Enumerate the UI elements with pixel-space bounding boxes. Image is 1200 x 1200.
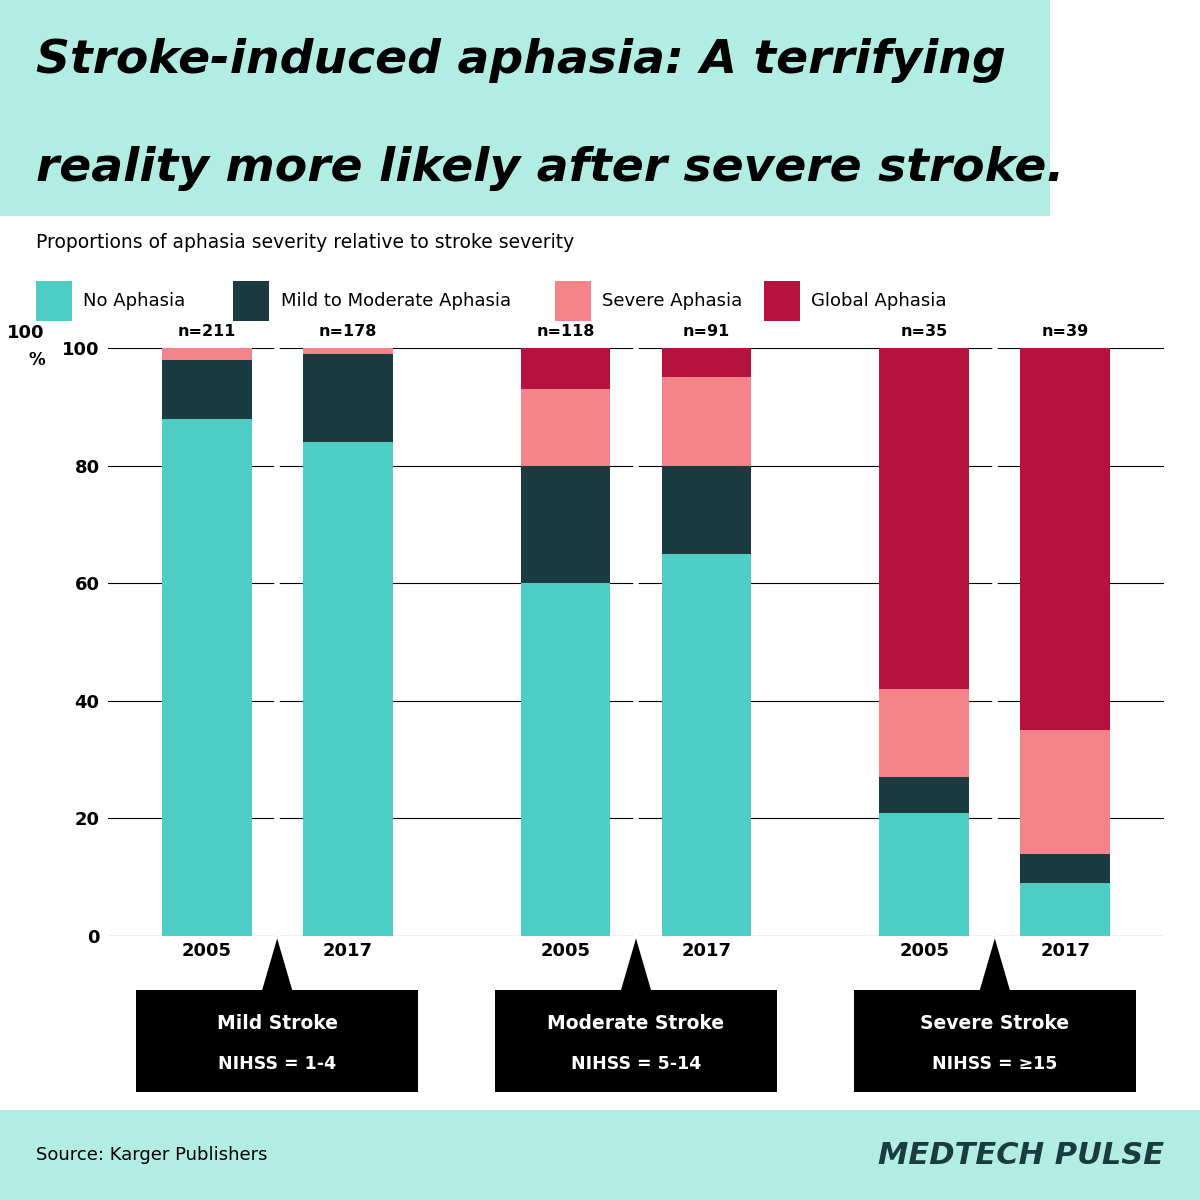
Text: Severe Aphasia: Severe Aphasia [602,292,743,310]
Text: NIHSS = ≥15: NIHSS = ≥15 [932,1056,1057,1074]
Bar [880,689,970,778]
Bar [521,348,611,389]
Text: Moderate Stroke: Moderate Stroke [547,1014,725,1033]
Text: Stroke-induced aphasia: A terrifying: Stroke-induced aphasia: A terrifying [36,38,1006,83]
Bar [302,348,392,354]
Bar [1020,883,1110,936]
Bar [661,377,751,466]
Text: n=35: n=35 [901,324,948,340]
Text: Mild to Moderate Aphasia: Mild to Moderate Aphasia [281,292,511,310]
Bar [880,812,970,936]
FancyBboxPatch shape [0,0,1050,216]
Bar [521,583,611,936]
FancyBboxPatch shape [554,281,590,322]
FancyBboxPatch shape [36,281,72,322]
Text: n=178: n=178 [318,324,377,340]
Bar [1020,348,1110,730]
Text: %: % [28,350,44,368]
Text: Source: Karger Publishers: Source: Karger Publishers [36,1146,268,1164]
Text: 100: 100 [7,324,44,342]
Bar [162,360,252,419]
Polygon shape [980,938,1010,990]
Text: NIHSS = 1-4: NIHSS = 1-4 [218,1056,336,1074]
Bar [880,778,970,812]
Bar [661,348,751,377]
Text: MEDTECH PULSE: MEDTECH PULSE [878,1140,1164,1170]
Text: n=91: n=91 [683,324,730,340]
Bar [521,466,611,583]
Bar [162,348,252,360]
Text: NIHSS = 5-14: NIHSS = 5-14 [571,1056,701,1074]
Text: Proportions of aphasia severity relative to stroke severity: Proportions of aphasia severity relative… [36,234,575,252]
Text: n=118: n=118 [536,324,595,340]
Text: Severe Stroke: Severe Stroke [920,1014,1069,1033]
Text: n=211: n=211 [178,324,236,340]
Text: Global Aphasia: Global Aphasia [811,292,947,310]
Bar [1020,730,1110,853]
Text: No Aphasia: No Aphasia [83,292,186,310]
Bar [1020,853,1110,883]
Bar [521,389,611,466]
Text: reality more likely after severe stroke.: reality more likely after severe stroke. [36,146,1064,191]
Text: Mild Stroke: Mild Stroke [217,1014,337,1033]
Bar [162,419,252,936]
Bar [302,354,392,442]
Polygon shape [622,938,650,990]
Polygon shape [262,938,292,990]
FancyBboxPatch shape [763,281,799,322]
Bar [880,348,970,689]
Bar [661,466,751,553]
Bar [661,553,751,936]
Bar [302,442,392,936]
FancyBboxPatch shape [0,1110,1200,1200]
FancyBboxPatch shape [233,281,270,322]
Text: n=39: n=39 [1042,324,1088,340]
